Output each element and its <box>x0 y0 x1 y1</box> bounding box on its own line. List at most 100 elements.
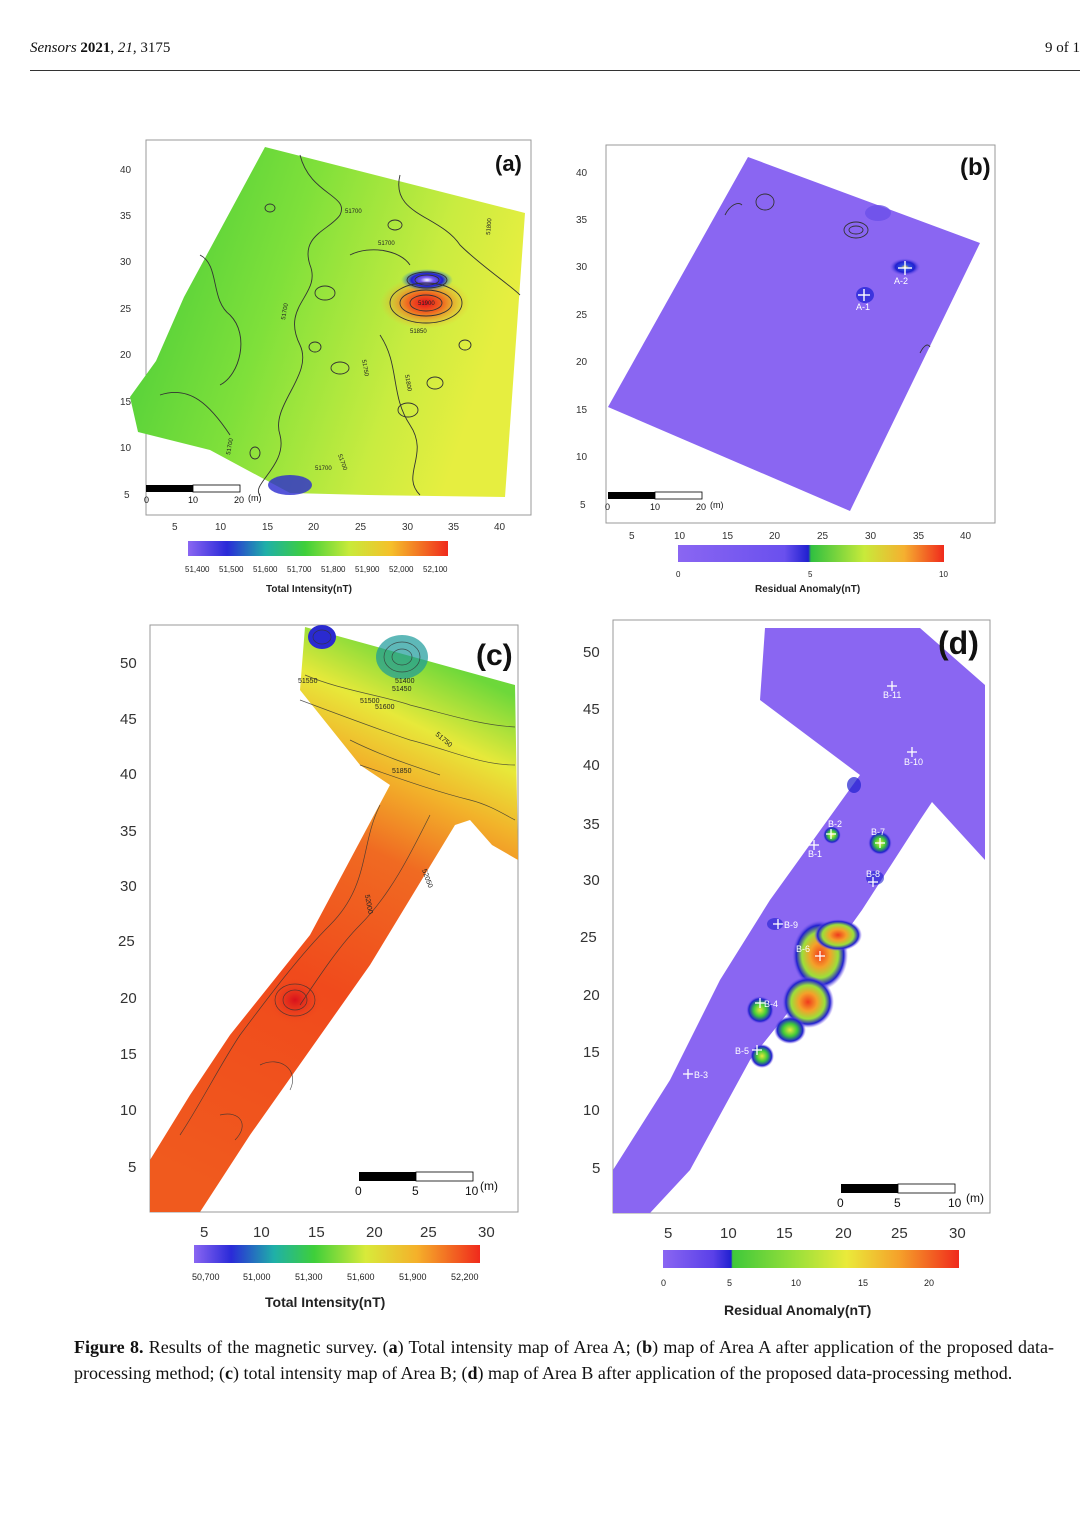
contour-label: 51600 <box>375 704 395 711</box>
scale-label: 10 <box>650 502 660 512</box>
colorbar-ticks-b: 0 5 10 <box>676 570 948 579</box>
x-tick: 20 <box>835 1225 852 1242</box>
colorbar-title-b: Residual Anomaly(nT) <box>755 584 860 595</box>
x-tick: 25 <box>817 531 829 542</box>
colorbar-a <box>188 541 448 556</box>
x-tick: 10 <box>720 1225 737 1242</box>
y-tick: 25 <box>576 310 588 321</box>
y-tick: 30 <box>120 878 137 895</box>
article-number: 3175 <box>140 40 171 56</box>
scale-label: 0 <box>605 502 610 512</box>
x-tick: 15 <box>776 1225 793 1242</box>
marker-label: B-9 <box>784 920 798 930</box>
colorbar-b <box>678 545 944 562</box>
contour-label: 51700 <box>378 241 395 247</box>
x-tick: 5 <box>200 1224 208 1241</box>
caption-text-d: ) map of Area B after application of the… <box>477 1363 1013 1383</box>
colorbar-ticks-a: 51,400 51,500 51,600 51,700 51,800 51,90… <box>185 565 448 574</box>
y-axis-c: 50 45 40 35 30 25 20 15 10 5 <box>118 655 137 1176</box>
caption-intro: Results of the magnetic survey. ( <box>143 1337 389 1357</box>
running-header: Sensors 2021, 21, 3175 <box>30 40 171 56</box>
anomaly-markers <box>858 261 912 301</box>
panel-label-d: (d) <box>938 625 979 661</box>
scale-bar-b: 0 10 20 (m) <box>605 491 724 512</box>
y-tick: 30 <box>583 872 600 889</box>
contour-label: 51700 <box>226 437 235 455</box>
x-tick: 25 <box>891 1225 908 1242</box>
marker-label: B-4 <box>764 999 778 1009</box>
y-tick: 30 <box>120 257 132 268</box>
marker-label: B-6 <box>796 944 810 954</box>
low-anomaly <box>401 269 453 291</box>
x-tick: 5 <box>629 531 635 542</box>
y-tick: 20 <box>576 357 588 368</box>
y-tick: 10 <box>120 443 132 454</box>
x-tick: 35 <box>448 522 460 533</box>
colorbar-tick: 10 <box>791 1278 801 1288</box>
panel-a: 51700 51700 51700 51700 51800 51900 5185… <box>100 135 540 605</box>
survey-area-c <box>150 627 518 1212</box>
anomaly-spot <box>823 826 841 844</box>
x-tick: 10 <box>253 1224 270 1241</box>
colorbar-tick: 0 <box>661 1278 666 1288</box>
scale-unit: (m) <box>480 1179 498 1193</box>
scale-label: 10 <box>465 1184 479 1198</box>
anomaly-spot <box>750 1044 774 1068</box>
x-axis-c: 5 10 15 20 25 30 <box>200 1224 495 1241</box>
contour-label: 52000 <box>363 894 373 914</box>
page-number: 9 of 1 <box>1045 40 1080 56</box>
marker-label: B-10 <box>904 757 923 767</box>
y-tick: 15 <box>576 405 588 416</box>
plot-frame <box>149 624 519 1213</box>
scale-bar-a: 0 10 20 (m) <box>144 484 262 505</box>
colorbar-tick: 51,000 <box>243 1272 271 1282</box>
colorbar-tick: 51,400 <box>185 565 210 574</box>
y-tick: 15 <box>120 1046 137 1063</box>
x-tick: 10 <box>215 522 227 533</box>
y-tick: 30 <box>576 262 588 273</box>
x-tick: 35 <box>913 531 925 542</box>
colorbar-title-c: Total Intensity(nT) <box>265 1294 385 1310</box>
contour-label: 51800 <box>486 217 493 235</box>
colorbar-tick: 51,500 <box>219 565 244 574</box>
caption-text-a: ) Total intensity map of Area A; ( <box>397 1337 643 1357</box>
contour-label: 51750 <box>360 359 369 377</box>
y-tick: 5 <box>592 1160 600 1177</box>
plot-frame <box>605 144 996 524</box>
colorbar-tick: 51,600 <box>253 565 278 574</box>
y-tick: 40 <box>576 168 588 179</box>
survey-area-b <box>608 157 980 511</box>
y-tick: 15 <box>583 1044 600 1061</box>
y-tick: 10 <box>583 1102 600 1119</box>
survey-area-a <box>130 147 525 497</box>
x-tick: 15 <box>308 1224 325 1241</box>
x-tick: 5 <box>664 1225 672 1242</box>
x-tick: 20 <box>366 1224 383 1241</box>
y-tick: 5 <box>124 490 130 501</box>
colorbar-c <box>194 1245 480 1263</box>
y-tick: 50 <box>120 655 137 672</box>
marker-label: B-3 <box>694 1070 708 1080</box>
panel-c: 51550 51400 51450 51500 51600 51750 5185… <box>110 615 550 1320</box>
x-tick: 30 <box>402 522 414 533</box>
high-anomaly <box>782 976 834 1028</box>
colorbar-tick: 10 <box>939 570 948 579</box>
y-tick: 40 <box>120 766 137 783</box>
y-tick: 25 <box>580 929 597 946</box>
panel-d: B-11 B-10 B-2 B-7 B-1 B-8 B-9 B-6 B-4 B-… <box>570 610 1010 1322</box>
scale-label: 5 <box>894 1196 901 1210</box>
scale-label: 5 <box>412 1184 419 1198</box>
x-tick: 40 <box>960 531 972 542</box>
high-anomaly <box>267 976 323 1024</box>
marker-label: B-2 <box>828 819 842 829</box>
colorbar-tick: 5 <box>808 570 813 579</box>
scale-label: 0 <box>837 1196 844 1210</box>
scale-unit: (m) <box>710 500 724 510</box>
journal-year: 2021 <box>80 40 111 56</box>
y-tick: 35 <box>120 211 132 222</box>
contour-label: 51700 <box>315 466 332 472</box>
low-anomaly <box>376 635 428 679</box>
colorbar-tick: 52,200 <box>451 1272 479 1282</box>
marker-label: B-5 <box>735 1046 749 1056</box>
y-axis-d: 50 45 40 35 30 25 20 15 10 5 <box>580 644 600 1177</box>
